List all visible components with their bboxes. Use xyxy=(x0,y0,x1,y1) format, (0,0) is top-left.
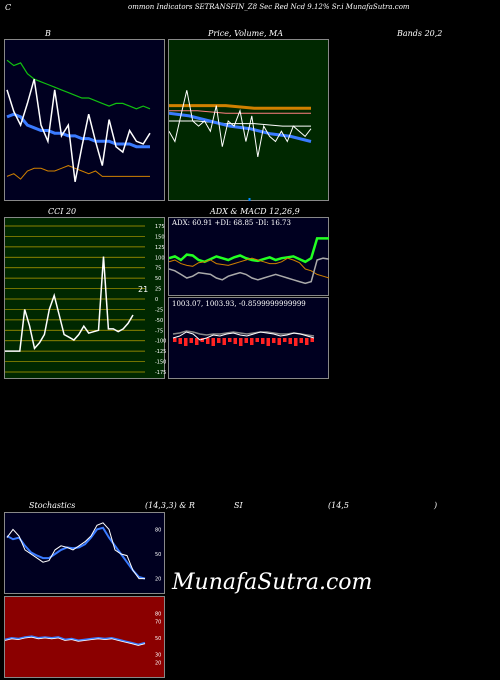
watermark: MunafaSutra.com xyxy=(172,570,373,595)
macd-histogram-bar xyxy=(283,338,287,342)
macd-histogram-bar xyxy=(173,338,177,342)
cci-panel: 175 150 125 100 75 50 25 0 -25 -50 -75 -100 -125 -150… xyxy=(4,217,166,379)
macd-chart xyxy=(172,330,315,346)
macd-histogram-bar xyxy=(239,338,243,346)
macd-histogram-bar xyxy=(299,338,303,343)
cci-tick-label: 125 xyxy=(155,245,165,251)
bb-label: B xyxy=(45,29,51,38)
macd-line xyxy=(172,331,315,341)
cci-tick-label: 0 xyxy=(155,297,158,303)
cci-tick-label: -75 xyxy=(155,328,163,334)
macd-histogram-bar xyxy=(206,338,210,344)
macd-histogram-bar xyxy=(310,338,314,342)
cci-tick-label: -50 xyxy=(155,318,163,324)
rsi-tick-label: 70 xyxy=(155,620,161,626)
bb-price-line xyxy=(6,78,151,182)
cci-tick-label: -125 xyxy=(155,349,166,355)
macd-panel xyxy=(168,297,329,379)
cci-tick-label: -150 xyxy=(155,360,166,366)
cci-chart: 175 150 125 100 75 50 25 0 -25 -50 -75 -100 -125 -150… xyxy=(5,224,166,376)
macd-histogram-bar xyxy=(217,338,221,343)
macd-histogram-bar xyxy=(178,338,182,344)
cci-tick-label: 175 xyxy=(155,224,165,230)
price-chart xyxy=(169,90,312,201)
cci-tick-label: 75 xyxy=(155,266,161,272)
rsi-tick-label: 20 xyxy=(155,661,161,667)
macd-histogram-bar xyxy=(228,338,232,342)
adx-macd-label: ADX & MACD 12,26,9 xyxy=(210,207,300,216)
ma-blue-line xyxy=(169,111,312,143)
cci-tick-label: -25 xyxy=(155,307,163,313)
macd-histogram-bar xyxy=(272,338,276,343)
cci-tick-label: 150 xyxy=(155,234,165,240)
macd-histogram-bar xyxy=(189,338,193,343)
stoch-label-c: SI xyxy=(234,501,243,510)
macd-histogram-bar xyxy=(250,338,254,345)
macd-histogram-bar xyxy=(266,338,270,346)
cci-tick-label: 100 xyxy=(155,255,165,261)
ma-white-line xyxy=(169,120,311,127)
rsi-line-overlay xyxy=(5,636,146,646)
stoch-tick-label: 20 xyxy=(155,577,161,583)
price-panel xyxy=(168,39,329,201)
bb-middle-line xyxy=(6,112,150,149)
rsi-chart: 80 70 50 30 20 xyxy=(5,611,161,667)
macd-histogram-bar xyxy=(233,338,237,344)
adx-chart xyxy=(169,237,330,285)
stoch-k-line xyxy=(6,522,145,580)
cci-tick-label: 25 xyxy=(155,287,161,293)
bb-upper-line xyxy=(6,59,151,110)
stoch-panel: 80 50 20 xyxy=(4,512,165,594)
macd-histogram-bar xyxy=(184,338,188,346)
macd-histogram-bar xyxy=(288,338,292,344)
macd-histogram-bar xyxy=(255,338,259,342)
stoch-label-a: Stochastics xyxy=(29,501,76,510)
bb-lower-line xyxy=(6,165,150,180)
stoch-label-e: ) xyxy=(434,501,438,510)
macd-readout: 1003.07, 1003.93, -0.8599999999999 xyxy=(172,300,306,308)
macd-histogram-bar xyxy=(277,338,281,345)
rsi-panel: 80 70 50 30 20 xyxy=(4,596,165,678)
rsi-tick-label: 50 xyxy=(155,636,161,642)
stoch-d-line xyxy=(6,526,146,580)
adx-minusdi-line xyxy=(169,257,330,279)
bollinger-chart xyxy=(6,59,151,182)
rsi-line xyxy=(5,635,146,646)
macd-histogram-bar xyxy=(200,338,204,342)
cci-tick-label: -175 xyxy=(155,370,166,376)
cci-label: CCI 20 xyxy=(48,207,77,216)
cci-line xyxy=(5,256,134,352)
cci-value-label: 21 xyxy=(138,285,148,294)
stoch-tick-label: 80 xyxy=(155,527,161,533)
macd-histogram-bar xyxy=(305,338,309,345)
cci-tick-label: 50 xyxy=(155,276,161,282)
bands-label: Bands 20,2 xyxy=(397,29,443,38)
macd-histogram-bar xyxy=(211,338,215,346)
macd-histogram-bar xyxy=(294,338,298,346)
bollinger-panel xyxy=(4,39,165,201)
stoch-tick-label: 50 xyxy=(155,552,161,558)
rsi-tick-label: 80 xyxy=(155,611,161,617)
adx-panel xyxy=(168,217,330,296)
adx-line xyxy=(169,257,330,285)
ma-orange-line xyxy=(169,104,311,110)
macd-histogram-bar xyxy=(261,338,265,344)
stoch-chart: 80 50 20 xyxy=(6,522,161,583)
macd-histogram-bar xyxy=(244,338,248,343)
cci-tick-label: -100 xyxy=(155,339,166,345)
macd-histogram-bar xyxy=(195,338,199,345)
price-line xyxy=(169,90,312,157)
header-c: C xyxy=(5,3,12,12)
adx-plusdi-line xyxy=(169,237,329,264)
rsi-tick-label: 30 xyxy=(155,652,161,658)
stoch-label-d: (14,5 xyxy=(328,501,349,510)
macd-histogram-bar xyxy=(222,338,226,345)
price-ma-label: Price, Volume, MA xyxy=(208,29,284,38)
chart-header-title: ommon Indicators SETRANSFIN_Z8 Sec Red N… xyxy=(128,3,410,11)
stoch-label-b: (14,3,3) & R xyxy=(145,501,195,510)
adx-readout: ADX: 60.91 +DI: 68.85 -DI: 16.73 xyxy=(172,219,291,227)
